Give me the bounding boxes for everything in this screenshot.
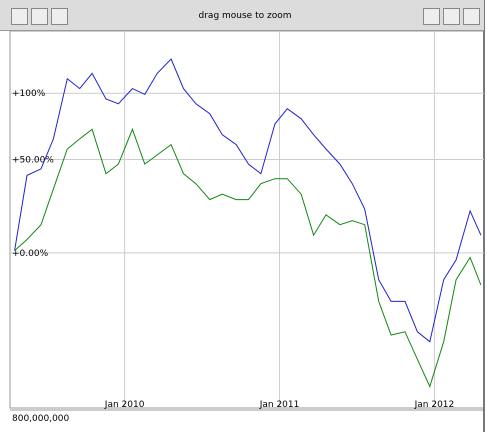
undo-button[interactable] (443, 8, 460, 25)
series-line (14, 58, 482, 343)
plot-frame (9, 30, 485, 409)
volume-label: 800,000,000 (12, 414, 70, 424)
zoom-reset-button[interactable] (51, 8, 68, 25)
x-tick-label: Jan 2011 (259, 400, 300, 410)
toolbar-hint: drag mouse to zoom (198, 11, 292, 21)
series-line (14, 127, 482, 388)
zoom-in-button[interactable] (11, 8, 28, 25)
y-tick-label: +50.00% (12, 155, 54, 165)
toolbar: drag mouse to zoom (0, 0, 484, 31)
y-tick-label: +100% (12, 89, 46, 99)
zoom-out-button[interactable] (31, 8, 48, 25)
close-button[interactable] (463, 8, 480, 25)
draw-button[interactable] (423, 8, 440, 25)
y-tick-label: +0.00% (12, 249, 49, 259)
x-tick-label: Jan 2012 (414, 400, 455, 410)
x-tick-label: Jan 2010 (104, 400, 145, 410)
